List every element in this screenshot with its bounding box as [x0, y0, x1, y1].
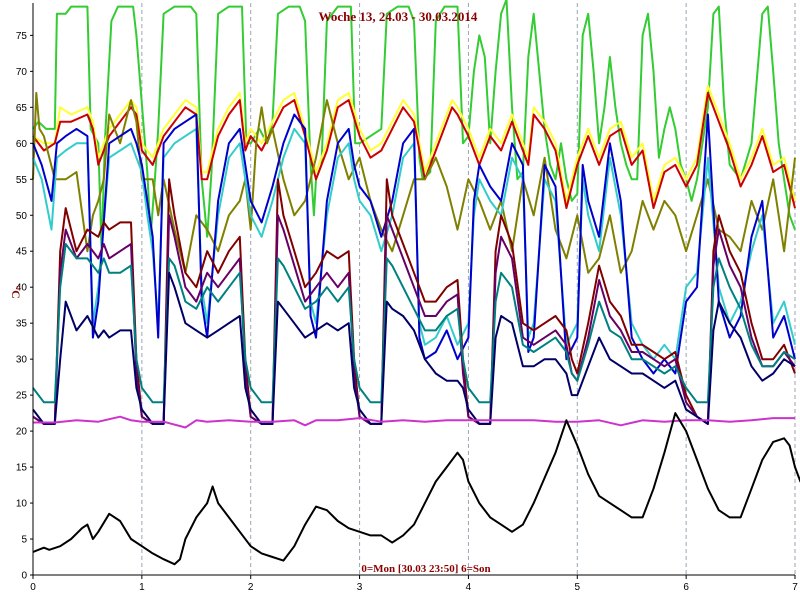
y-tick-label: 55 — [16, 175, 28, 186]
y-tick-label: 70 — [16, 67, 28, 78]
series-line-3 — [32, 91, 796, 210]
series-line-4 — [32, 91, 796, 274]
y-tick-label: 30 — [16, 355, 28, 366]
y-tick-label: 50 — [16, 211, 28, 222]
y-tick-label: 60 — [16, 139, 28, 150]
y-tick-label: 75 — [16, 31, 28, 42]
x-tick-label: 4 — [466, 582, 472, 593]
series-layer — [32, 0, 800, 566]
chart-subtitle: 0=Mon [30.03 23:50] 6=Son — [361, 563, 490, 575]
y-tick-label: 35 — [16, 319, 28, 330]
y-tick-label: 0 — [21, 571, 27, 582]
y-axis-label: °C — [9, 285, 23, 298]
y-tick-label: 20 — [16, 427, 28, 438]
axes — [30, 3, 796, 579]
y-tick-label: 45 — [16, 247, 28, 258]
x-tick-label: 2 — [248, 582, 254, 593]
y-tick-label: 40 — [16, 283, 28, 294]
chart-title: Woche 13, 24.03 - 30.03.2014 — [319, 9, 478, 24]
series-line-10 — [32, 271, 796, 425]
x-tick-label: 7 — [792, 582, 798, 593]
x-tick-label: 3 — [357, 582, 363, 593]
x-tick-label: 1 — [139, 582, 145, 593]
y-tick-label: 25 — [16, 391, 28, 402]
x-tick-label: 6 — [683, 582, 689, 593]
x-tick-label: 0 — [30, 582, 36, 593]
y-tick-label: 65 — [16, 103, 28, 114]
x-tick-label: 5 — [575, 582, 581, 593]
y-tick-label: 15 — [16, 463, 28, 474]
y-tick-label: 10 — [16, 499, 28, 510]
series-line-9 — [32, 243, 796, 404]
series-line-11 — [33, 415, 795, 429]
series-line-2 — [32, 84, 796, 202]
series-line-12 — [32, 412, 800, 566]
y-tick-label: 5 — [21, 535, 27, 546]
